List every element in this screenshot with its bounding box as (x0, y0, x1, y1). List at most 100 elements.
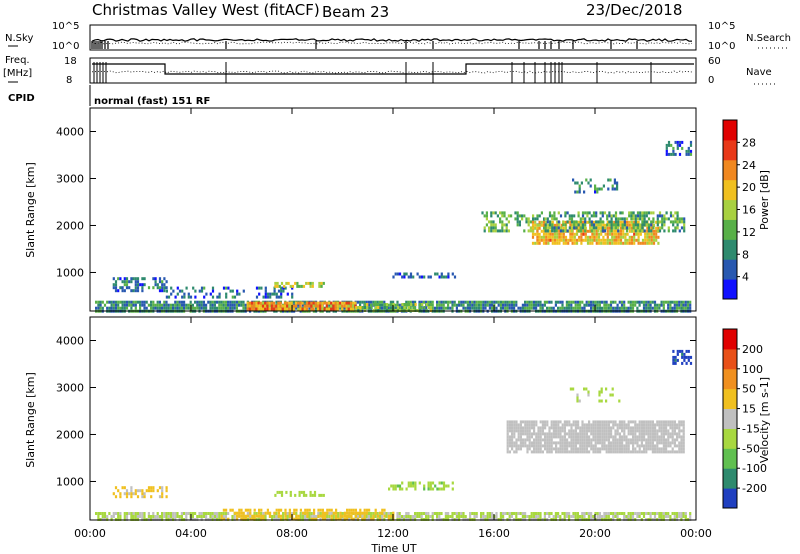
heatmap-cell (163, 512, 166, 515)
heatmap-cell (549, 235, 552, 239)
heatmap-cell (220, 512, 223, 515)
heatmap-cell (614, 432, 617, 436)
heatmap-cell (608, 211, 611, 215)
heatmap-cell (557, 226, 560, 230)
heatmap-cell (427, 303, 430, 307)
heatmap-cell (597, 235, 601, 239)
heatmap-cell (689, 512, 692, 515)
heatmap-cell (638, 432, 641, 436)
heatmap-cell (680, 447, 683, 451)
heatmap-cell (568, 303, 571, 307)
heatmap-cell (548, 211, 552, 215)
heatmap-cell (590, 220, 593, 224)
heatmap-cell (255, 295, 259, 299)
heatmap-cell (123, 486, 126, 490)
heatmap-cell (535, 515, 538, 518)
heatmap-cell (163, 286, 166, 290)
colorbar-tick-label: 200 (742, 343, 763, 356)
heatmap-cell (194, 306, 197, 310)
heatmap-cell (574, 190, 577, 194)
heatmap-cell (555, 426, 558, 430)
heatmap-cell (570, 432, 573, 436)
heatmap-cell (665, 423, 668, 427)
heatmap-cell (612, 444, 615, 448)
heatmap-cell (682, 441, 685, 445)
heatmap-cell (625, 306, 628, 310)
heatmap-cell (595, 223, 598, 227)
heatmap-cell (656, 420, 659, 424)
heatmap-cell (517, 447, 520, 451)
heatmap-cell (541, 429, 544, 433)
heatmap-cell (651, 300, 654, 304)
heatmap-cell (483, 226, 486, 230)
heatmap-cell (370, 300, 373, 304)
heatmap-cell (571, 232, 574, 236)
heatmap-cell (574, 303, 577, 307)
heatmap-cell (602, 241, 605, 245)
heatmap-cell (592, 223, 596, 227)
heatmap-cell (511, 426, 514, 430)
heatmap-cell (612, 447, 615, 451)
heatmap-cell (420, 512, 423, 515)
heatmap-cell (548, 223, 552, 227)
heatmap-cell (347, 301, 350, 305)
heatmap-cell (559, 300, 562, 304)
heatmap-cell (258, 511, 261, 515)
heatmap-cell (161, 286, 164, 290)
heatmap-cell (610, 450, 613, 454)
heatmap-cell (614, 441, 617, 445)
heatmap-cell (556, 241, 559, 245)
heatmap-cell (130, 489, 133, 493)
heatmap-cell (594, 187, 597, 191)
heatmap-cell (528, 447, 531, 451)
heatmap-cell (178, 306, 181, 310)
heatmap-cell (612, 300, 615, 304)
heatmap-cell (423, 484, 426, 488)
heatmap-cell (503, 223, 506, 227)
heatmap-cell (612, 306, 615, 310)
heatmap-cell (316, 307, 320, 311)
heatmap-cell (569, 229, 572, 233)
heatmap-cell (576, 181, 579, 185)
heatmap-cell (143, 492, 146, 496)
heatmap-cell (231, 300, 234, 304)
heatmap-cell (614, 423, 617, 427)
heatmap-cell (569, 220, 572, 224)
heatmap-cell (300, 284, 303, 288)
heatmap-cell (464, 300, 467, 304)
heatmap-cell (638, 420, 641, 424)
heatmap-cell (569, 235, 572, 239)
heatmap-cell (495, 515, 498, 518)
heatmap-cell (304, 515, 307, 518)
heatmap-cell (288, 307, 291, 311)
heatmap-cell (354, 508, 357, 512)
heatmap-cell (678, 450, 681, 454)
heatmap-cell (660, 515, 663, 518)
heatmap-cell (623, 512, 626, 515)
heatmap-cell (594, 512, 597, 515)
heatmap-cell (647, 429, 650, 433)
heatmap-cell (320, 281, 323, 285)
heatmap-cell (508, 438, 511, 442)
heatmap-cell (508, 441, 511, 445)
heatmap-cell (298, 284, 301, 288)
heatmap-cell (627, 429, 630, 433)
heatmap-cell (637, 232, 640, 236)
heatmap-cell (117, 303, 120, 307)
heatmap-cell (312, 307, 315, 311)
heatmap-cell (576, 512, 579, 515)
heatmap-cell (623, 432, 626, 436)
heatmap-cell (320, 493, 323, 497)
heatmap-cell (396, 484, 399, 488)
colorbar-tick-label: 4 (742, 271, 749, 284)
heatmap-cell (630, 220, 634, 224)
heatmap-cell (605, 420, 608, 424)
heatmap-cell (429, 300, 432, 304)
freq-label-line1: Freq. (5, 55, 30, 66)
heatmap-cell (607, 420, 610, 424)
heatmap-cell (427, 481, 430, 485)
heatmap-cell (588, 429, 591, 433)
heatmap-cell (588, 420, 591, 424)
heatmap-cell (631, 303, 635, 307)
heatmap-cell (580, 181, 583, 185)
